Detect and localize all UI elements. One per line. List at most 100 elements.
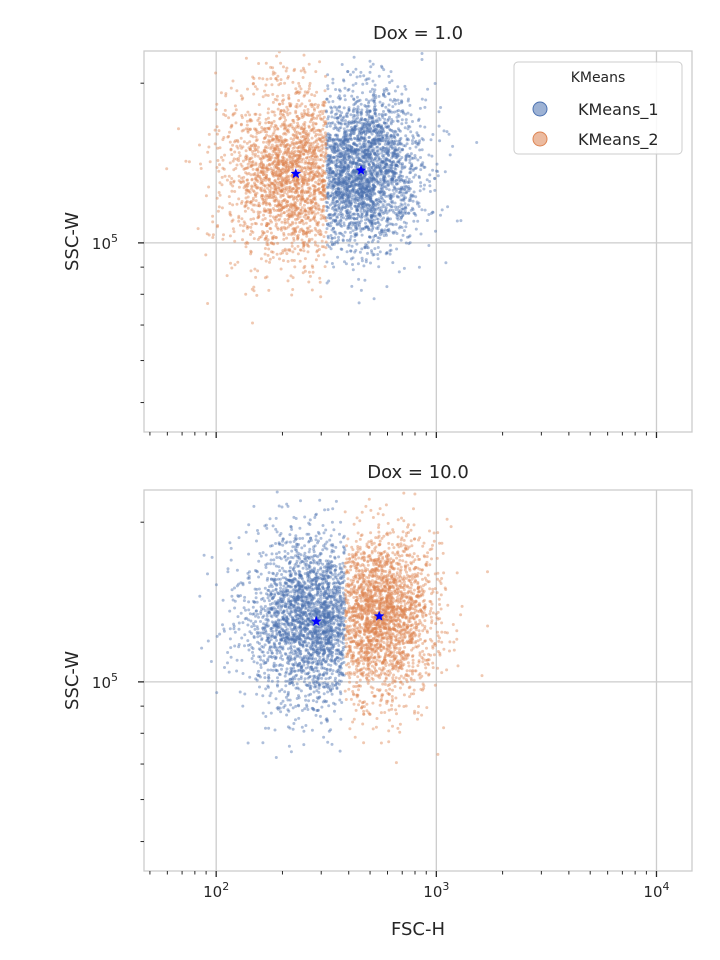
data-point: [404, 158, 408, 161]
data-point: [271, 138, 275, 142]
data-point: [366, 169, 370, 173]
data-point: [299, 208, 303, 212]
data-point: [391, 208, 395, 212]
data-point: [353, 143, 357, 146]
data-point: [405, 137, 409, 141]
data-point: [388, 109, 392, 113]
data-point: [342, 165, 346, 169]
data-point: [258, 210, 262, 214]
data-point: [374, 153, 378, 157]
data-point: [282, 163, 286, 167]
data-point: [249, 147, 252, 151]
data-point: [346, 148, 350, 152]
data-point: [261, 166, 265, 170]
data-point: [359, 186, 363, 189]
data-point: [357, 184, 361, 188]
data-point: [391, 170, 395, 174]
data-point: [283, 247, 287, 251]
data-point: [237, 197, 241, 201]
data-point: [340, 195, 344, 198]
data-point: [373, 177, 377, 181]
data-point: [363, 170, 367, 174]
data-point: [401, 191, 405, 195]
data-point: [350, 180, 354, 184]
data-point: [372, 107, 376, 111]
data-point: [334, 137, 338, 141]
data-point: [253, 221, 257, 225]
data-point: [371, 184, 375, 187]
data-point: [370, 87, 374, 91]
data-point: [381, 146, 385, 150]
data-point: [366, 122, 370, 126]
data-point: [352, 55, 356, 59]
data-point: [431, 168, 435, 172]
data-point: [303, 208, 307, 212]
data-point: [364, 156, 368, 160]
data-point: [357, 148, 361, 152]
data-point: [293, 179, 297, 183]
data-point: [374, 214, 378, 218]
data-point: [365, 193, 369, 197]
data-point: [296, 153, 300, 157]
data-point: [333, 143, 337, 147]
data-point: [387, 74, 391, 78]
data-point: [337, 105, 341, 109]
data-point: [263, 252, 267, 256]
data-point: [306, 186, 310, 190]
data-point: [341, 213, 345, 217]
data-point: [360, 151, 364, 155]
data-point: [292, 178, 296, 182]
data-point: [360, 203, 364, 207]
data-point: [397, 146, 401, 150]
data-point: [325, 621, 329, 624]
data-point: [290, 213, 294, 217]
data-point: [349, 148, 352, 152]
data-point: [295, 130, 299, 134]
data-point: [284, 179, 288, 183]
data-point: [218, 163, 221, 167]
data-point: [363, 165, 367, 169]
data-point: [395, 213, 399, 217]
data-point: [335, 161, 339, 165]
data-point: [346, 140, 350, 144]
data-point: [333, 146, 337, 150]
data-point: [338, 210, 342, 214]
data-point: [334, 190, 338, 194]
data-point: [262, 209, 266, 213]
data-point: [267, 116, 270, 120]
data-point: [407, 199, 411, 203]
data-point: [370, 219, 374, 223]
data-point: [251, 167, 255, 171]
data-point: [399, 174, 403, 178]
data-point: [318, 158, 321, 162]
data-point: [231, 184, 235, 188]
data-point: [338, 173, 342, 176]
data-point: [338, 198, 342, 202]
data-point: [239, 180, 243, 184]
data-point: [328, 168, 332, 172]
data-point: [377, 199, 381, 203]
data-point: [359, 219, 363, 223]
data-point: [351, 169, 355, 173]
data-point: [280, 181, 284, 185]
data-point: [333, 204, 337, 208]
data-point: [286, 180, 289, 184]
data-point: [396, 113, 400, 117]
data-point: [251, 152, 255, 156]
data-point: [351, 83, 355, 87]
data-point: [338, 172, 342, 176]
data-point: [318, 228, 322, 232]
data-point: [360, 108, 364, 112]
data-point: [299, 189, 303, 193]
data-point: [293, 182, 297, 186]
data-point: [387, 109, 391, 113]
data-point: [310, 117, 314, 121]
data-point: [272, 199, 276, 203]
data-point: [278, 117, 282, 120]
data-point: [375, 131, 379, 135]
data-point: [341, 140, 345, 143]
data-point: [280, 160, 284, 163]
data-point: [290, 231, 294, 235]
data-point: [321, 146, 325, 150]
data-point: [377, 129, 381, 133]
